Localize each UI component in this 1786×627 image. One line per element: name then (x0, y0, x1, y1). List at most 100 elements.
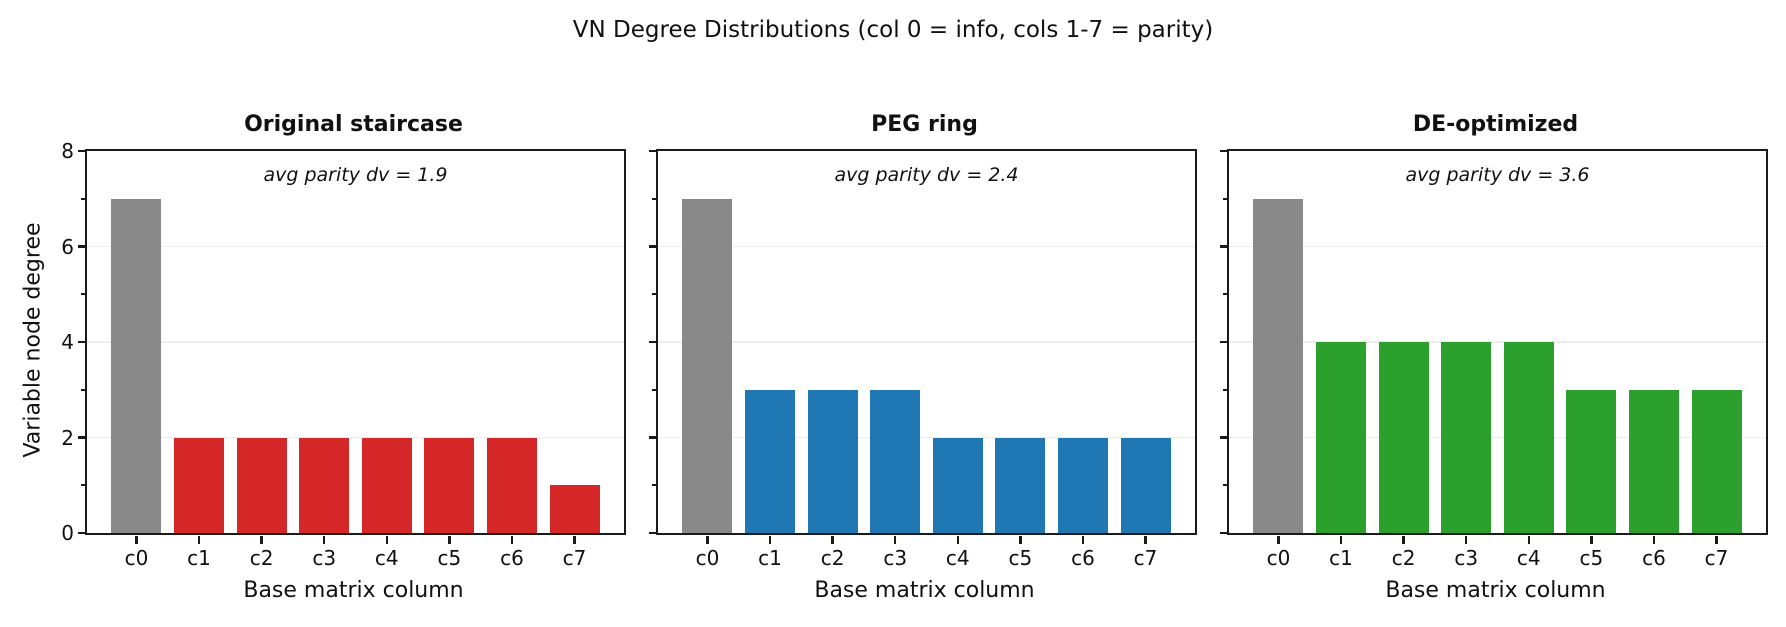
gridline-y2 (658, 436, 1195, 439)
y-minor-tick (651, 293, 656, 296)
bar-c6 (486, 437, 537, 533)
x-major-tick (197, 535, 201, 544)
x-tick-label: c6 (500, 546, 524, 570)
y-minor-tick (1222, 388, 1227, 391)
x-axis-label: Base matrix column (243, 578, 464, 603)
bar-c6 (1628, 389, 1679, 533)
y-tick-label: 2 (61, 425, 74, 450)
gridline-y4 (87, 341, 624, 343)
x-major-tick (322, 535, 326, 544)
x-major-tick (1277, 535, 1280, 544)
y-major-tick (648, 245, 656, 248)
x-tick-label: c3 (1454, 546, 1479, 570)
bar-c4 (1503, 342, 1554, 533)
y-tick-label: 6 (61, 234, 74, 259)
plot-title: DE-optimized (1412, 112, 1579, 137)
y-major-tick (1219, 436, 1227, 439)
x-tick-label: c1 (187, 546, 211, 570)
x-tick-label: c2 (1391, 546, 1416, 570)
bar-c2 (807, 389, 858, 533)
bar-c4 (361, 437, 412, 533)
x-tick-label: c5 (1579, 546, 1604, 570)
x-tick-label: c4 (1516, 546, 1541, 570)
gridline-y2 (87, 436, 624, 439)
x-tick-label: c0 (695, 546, 720, 570)
x-major-tick (831, 535, 834, 544)
x-major-tick (510, 535, 514, 544)
x-tick-label: c4 (945, 546, 970, 570)
bar-c7 (1691, 389, 1742, 533)
gridline-y6 (87, 245, 624, 248)
bar-c5 (1566, 389, 1617, 533)
y-major-tick (1219, 149, 1227, 153)
x-major-tick (448, 535, 451, 544)
y-minor-tick (80, 293, 85, 296)
x-major-tick (1339, 535, 1343, 544)
x-tick-label: c5 (1008, 546, 1033, 570)
bar-c3 (1441, 342, 1492, 533)
bar-c7 (1120, 437, 1171, 533)
x-tick-label: c4 (374, 546, 399, 570)
x-major-tick (706, 535, 709, 544)
x-tick-label: c6 (1642, 546, 1666, 570)
y-tick-label: 0 (61, 521, 74, 545)
gridline-y6 (658, 245, 1195, 248)
y-tick-label: 4 (61, 330, 74, 354)
x-tick-label: c1 (1329, 546, 1353, 570)
subplot-de-optimized: DE-optimized avg parity dv = 3.6 c0 c1 c2 c… (1219, 100, 1768, 610)
x-major-tick (260, 535, 263, 544)
bar-c3 (870, 389, 921, 533)
x-tick-label: c2 (249, 546, 274, 570)
bar-c3 (299, 437, 350, 533)
y-major-tick (1219, 340, 1227, 344)
y-minor-tick (80, 484, 85, 487)
x-major-tick (768, 535, 772, 544)
x-major-tick (1402, 535, 1405, 544)
y-minor-tick (1222, 484, 1227, 487)
x-tick-label: c3 (883, 546, 908, 570)
x-major-tick (573, 535, 576, 544)
x-tick-label: c7 (1133, 546, 1158, 570)
y-major-tick (77, 149, 85, 153)
gridline-y2 (1229, 436, 1766, 439)
x-tick-label: c0 (124, 546, 149, 570)
bar-c0 (682, 198, 733, 533)
subplot-peg-ring: PEG ring avg parity dv = 2.4 c0 c1 c2 c3 c4 c… (648, 100, 1197, 610)
x-major-tick (1464, 535, 1468, 544)
y-major-tick (1219, 531, 1227, 535)
x-major-tick (1715, 535, 1718, 544)
x-tick-label: c5 (437, 546, 462, 570)
x-tick-label: c3 (312, 546, 337, 570)
y-minor-tick (651, 197, 656, 200)
bar-c0 (1253, 198, 1304, 533)
bar-c5 (995, 437, 1046, 533)
avg-parity-annotation: avg parity dv = 3.6 (1405, 164, 1590, 186)
avg-parity-annotation: avg parity dv = 2.4 (834, 164, 1019, 186)
gridline-y6 (1229, 245, 1766, 248)
x-major-tick (1590, 535, 1593, 544)
y-major-tick (1219, 245, 1227, 248)
y-major-tick (648, 436, 656, 439)
bar-c2 (1378, 342, 1429, 533)
x-axis-label: Base matrix column (1385, 578, 1606, 603)
plot-area: avg parity dv = 1.9 0 2 4 6 8 c0 c1 c2 c3 c4 c5 c6 c… (61, 141, 626, 568)
bar-c6 (1057, 437, 1108, 533)
x-major-tick (1527, 535, 1531, 544)
gridline-y4 (658, 341, 1195, 343)
x-axis-label: Base matrix column (814, 578, 1035, 603)
x-major-tick (1019, 535, 1022, 544)
bar-c5 (424, 437, 475, 533)
y-minor-tick (80, 197, 85, 200)
x-tick-label: c6 (1071, 546, 1095, 570)
bar-c1 (744, 389, 796, 533)
x-tick-label: c2 (820, 546, 845, 570)
bar-c1 (173, 437, 225, 533)
y-major-tick (77, 531, 85, 535)
x-major-tick (956, 535, 960, 544)
x-major-tick (893, 535, 897, 544)
y-major-tick (648, 531, 656, 535)
x-tick-label: c7 (562, 546, 587, 570)
x-tick-label: c0 (1266, 546, 1291, 570)
y-tick-label: 8 (61, 139, 74, 163)
